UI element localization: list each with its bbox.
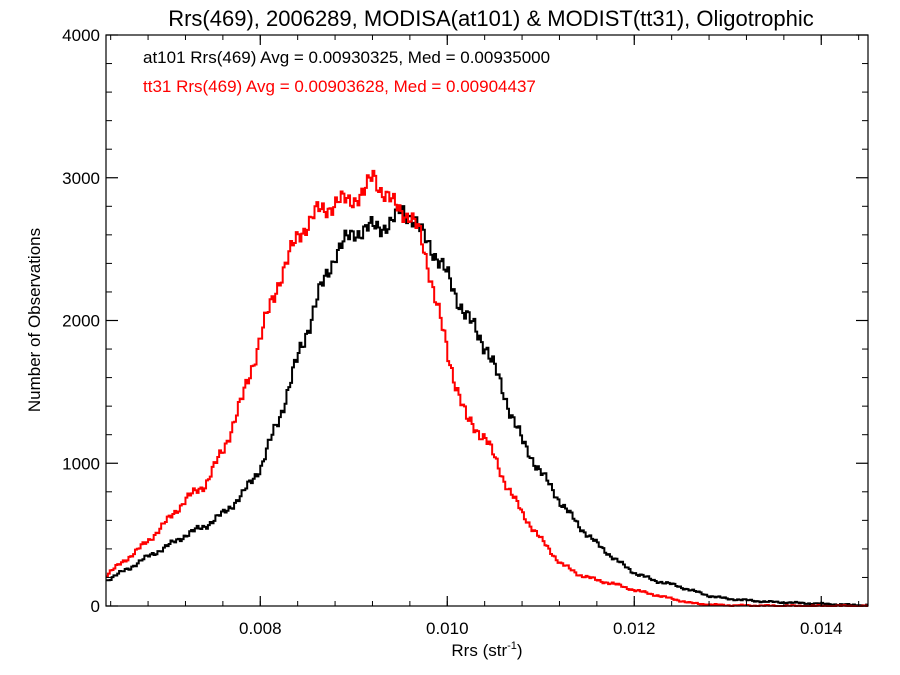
x-tick-label: 0.008: [239, 619, 282, 638]
legend-entry-at101: at101 Rrs(469) Avg = 0.00930325, Med = 0…: [143, 48, 550, 67]
x-tick-label: 0.014: [800, 619, 843, 638]
y-tick-label: 1000: [62, 454, 100, 473]
y-tick-label: 4000: [62, 26, 100, 45]
y-tick-label: 3000: [62, 169, 100, 188]
series-layer: [106, 169, 868, 607]
y-axis-label: Number of Observations: [25, 228, 44, 412]
x-axis-label-main: Rrs (str: [451, 641, 507, 660]
x-axis: 0.008 0.010 0.012 0.014: [110, 35, 860, 638]
y-axis: 0 1000 2000 3000 4000: [62, 26, 868, 616]
legend-entry-tt31: tt31 Rrs(469) Avg = 0.00903628, Med = 0.…: [143, 77, 536, 96]
series-line-0: [106, 204, 868, 607]
x-tick-label: 0.012: [613, 619, 656, 638]
x-tick-label: 0.010: [426, 619, 469, 638]
chart-title: Rrs(469), 2006289, MODISA(at101) & MODIS…: [168, 6, 814, 31]
x-axis-label-close: ): [517, 641, 523, 660]
x-axis-label-superscript: -1: [507, 640, 517, 652]
x-axis-label: Rrs (str-1): [451, 640, 522, 660]
plot-frame: [105, 34, 869, 607]
series-line-1: [106, 169, 868, 607]
y-tick-label: 2000: [62, 312, 100, 331]
y-tick-label: 0: [91, 597, 100, 616]
